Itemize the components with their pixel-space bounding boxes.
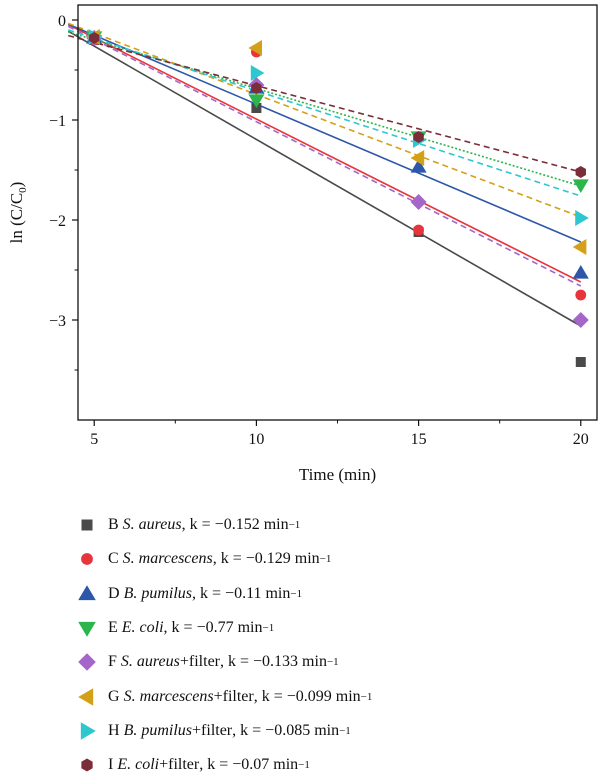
fit-line-f	[67, 25, 582, 287]
legend-marker-shape	[81, 553, 93, 566]
data-point-g	[248, 40, 263, 56]
data-point-f	[410, 194, 427, 210]
circle-marker-icon	[78, 550, 96, 568]
data-point-e	[572, 179, 589, 193]
x-tick-label: 20	[573, 431, 589, 448]
legend-letter: I	[108, 756, 118, 774]
y-tick-label: −3	[49, 313, 66, 330]
legend-letter: B	[108, 516, 123, 534]
plot-frame	[77, 4, 598, 421]
legend-organism: S. aureus	[122, 516, 182, 534]
legend-item-d: D B. pumilus, k = −0.11 min −1	[78, 577, 598, 611]
fit-lines	[67, 22, 582, 327]
data-point-c	[413, 224, 424, 236]
legend-marker-shape	[81, 519, 93, 531]
fit-line-d	[67, 23, 582, 243]
legend-organism: B. pumilus	[123, 584, 193, 602]
x-axis-title: Time (min)	[299, 465, 376, 484]
fit-line-i	[68, 34, 581, 173]
legend-letter: C	[108, 550, 123, 568]
legend-item-g: G S. marcescens +filter, k = −0.099 min −1	[78, 679, 598, 713]
y-tick-label: 0	[58, 13, 66, 30]
square-marker-icon	[78, 516, 96, 534]
legend-rate: , k = −0.099 min	[253, 687, 361, 705]
legend-item-h: H B. pumilus +filter, k = −0.085 min −1	[78, 714, 598, 748]
legend-rate: , k = −0.133 min	[220, 653, 327, 671]
data-point-h	[575, 210, 589, 226]
legend-rate: , k = −0.07 min	[199, 756, 299, 774]
legend-rate: , k = −0.77 min	[163, 619, 263, 637]
data-point-h	[250, 65, 265, 81]
fit-line-b	[67, 30, 582, 327]
data-point-i	[251, 82, 262, 94]
legend-organism: B. pumilus	[123, 721, 193, 739]
x-axis-ticks: 5 10 15 20	[90, 420, 589, 448]
legend-suffix: +filter	[159, 756, 200, 774]
legend-marker-shape	[78, 687, 94, 706]
diamond-marker-icon	[78, 653, 96, 672]
x-tick-label: 15	[411, 431, 427, 448]
y-tick-label: −1	[49, 113, 66, 130]
legend-item-e: E E. coli, k = −0.77 min −1	[78, 611, 598, 645]
triangle-right-marker-icon	[78, 722, 96, 740]
triangle-down-marker-icon	[78, 619, 96, 637]
data-point-b	[575, 357, 586, 367]
fit-line-h	[67, 29, 582, 197]
legend-letter: H	[108, 721, 124, 739]
legend-rate: , k = −0.152 min	[181, 516, 289, 534]
y-axis-ticks: 0 −1 −2 −3	[49, 13, 78, 371]
legend-letter: E	[108, 619, 122, 637]
data-point-i	[89, 32, 100, 44]
data-points	[86, 29, 589, 367]
data-point-g	[572, 239, 587, 255]
legend-rate: , k = −0.085 min	[232, 721, 340, 739]
legend-organism: S. aureus	[120, 653, 180, 671]
legend-marker-shape	[78, 584, 96, 600]
legend-suffix: +filter	[179, 653, 220, 671]
fit-line-c	[67, 23, 582, 283]
legend-suffix: +filter	[192, 721, 233, 739]
legend-marker-shape	[78, 621, 96, 637]
legend-marker-shape	[81, 758, 93, 772]
legend-suffix: +filter	[213, 687, 254, 705]
data-point-c	[575, 289, 587, 301]
fit-line-e	[67, 31, 582, 187]
legend-marker-shape	[80, 722, 96, 740]
legend-letter: D	[108, 584, 124, 602]
y-tick-label: −2	[49, 213, 66, 230]
legend-item-b: B S. aureus, k = −0.152 min −1	[78, 508, 598, 542]
x-tick-label: 5	[90, 431, 98, 448]
legend-item-i: I E. coli +filter, k = −0.07 min −1	[78, 748, 598, 782]
legend-organism: S. marcescens	[123, 687, 214, 705]
y-axis-title: ln (C/C0)	[7, 182, 29, 244]
x-tick-label: 10	[248, 431, 264, 448]
chart-plot: 5 10 15 20 0 −1 −2 −3 Time (min) ln (C/C0)	[7, 4, 598, 484]
triangle-up-marker-icon	[78, 584, 96, 603]
data-point-f	[572, 312, 589, 328]
triangle-left-marker-icon	[78, 687, 96, 706]
data-point-d	[572, 265, 589, 279]
legend: B S. aureus, k = −0.152 min −1 C S. marces…	[78, 508, 598, 782]
data-point-g	[410, 150, 425, 166]
data-point-i	[575, 166, 586, 178]
legend-organism: S. marcescens	[122, 550, 213, 568]
legend-rate: , k = −0.11 min	[192, 584, 291, 602]
legend-organism: E. coli	[121, 619, 164, 637]
legend-marker-shape	[78, 653, 96, 672]
legend-item-c: C S. marcescens, k = −0.129 min −1	[78, 542, 598, 576]
legend-organism: E. coli	[117, 756, 160, 774]
legend-letter: F	[108, 653, 121, 671]
data-point-i	[413, 131, 424, 143]
legend-item-f: F S. aureus +filter, k = −0.133 min −1	[78, 645, 598, 679]
legend-rate: , k = −0.129 min	[212, 550, 320, 568]
legend-letter: G	[108, 687, 124, 705]
hexagon-marker-icon	[78, 756, 96, 774]
data-point-d	[410, 159, 427, 173]
data-point-e	[248, 94, 265, 108]
fit-line-g	[67, 22, 582, 218]
